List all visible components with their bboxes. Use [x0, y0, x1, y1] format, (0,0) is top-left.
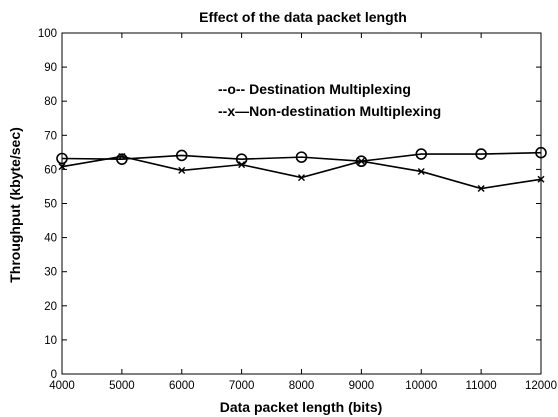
chart-title: Effect of the data packet length — [199, 9, 407, 25]
x-axis-ticks: 4000 5000 6000 7000 8000 9000 10000 11000 12000 — [49, 33, 557, 392]
x-tick-label: 8000 — [289, 380, 315, 392]
data-point-x — [357, 157, 365, 165]
data-point-circle — [475, 148, 487, 160]
series-layer — [56, 146, 547, 192]
x-tick-label: 11000 — [466, 380, 497, 392]
data-point-circle — [56, 152, 68, 165]
series-line-non-destination-multiplexing — [61, 155, 542, 190]
data-point-circle — [355, 155, 368, 168]
x-tick-label: 4000 — [49, 380, 75, 392]
data-point-circle — [415, 148, 428, 160]
y-tick-label: 0 — [51, 369, 57, 381]
data-point-circle — [116, 153, 128, 165]
y-tick-label: 70 — [44, 130, 57, 142]
x-tick-label: 12000 — [525, 380, 557, 392]
data-point-x — [118, 152, 126, 160]
data-point-x — [298, 174, 305, 182]
y-tick-label: 30 — [44, 267, 57, 279]
x-tick-label: 10000 — [405, 380, 437, 392]
x-axis-label: Data packet length (bits) — [220, 399, 383, 415]
y-tick-label: 20 — [44, 301, 57, 313]
y-tick-label: 90 — [44, 62, 57, 74]
data-point-x — [238, 161, 246, 169]
x-tick-label: 6000 — [169, 380, 195, 392]
data-point-circle — [295, 151, 308, 163]
y-axis-ticks: 0 10 20 30 40 50 60 70 80 90 100 — [38, 28, 541, 381]
legend-entry-non-destination-multiplexing: --x—Non-destination Multiplexing — [218, 103, 441, 119]
legend: --o-- Destination Multiplexing --x—Non-d… — [218, 81, 441, 119]
y-tick-label: 10 — [44, 335, 57, 347]
y-axis-label: Throughput (kbyte/sec) — [7, 127, 23, 283]
data-point-x — [537, 175, 545, 183]
y-tick-label: 80 — [44, 96, 57, 108]
series-destination-multiplexing — [56, 146, 547, 168]
data-point-x — [417, 167, 425, 175]
series-line-destination-multiplexing — [61, 151, 542, 163]
x-tick-label: 7000 — [229, 380, 255, 392]
legend-entry-destination-multiplexing: --o-- Destination Multiplexing — [218, 81, 411, 97]
x-tick-label: 9000 — [349, 380, 375, 392]
y-tick-label: 60 — [44, 164, 57, 176]
x-tick-label: 5000 — [109, 380, 135, 392]
data-point-circle — [535, 146, 547, 159]
data-point-x — [178, 166, 186, 174]
y-tick-label: 100 — [38, 28, 57, 40]
series-non-destination-multiplexing — [58, 152, 545, 192]
data-point-x — [58, 163, 66, 171]
data-point-x — [477, 185, 485, 192]
data-point-circle — [175, 149, 188, 162]
y-tick-label: 40 — [44, 233, 57, 245]
y-tick-label: 50 — [44, 199, 57, 211]
